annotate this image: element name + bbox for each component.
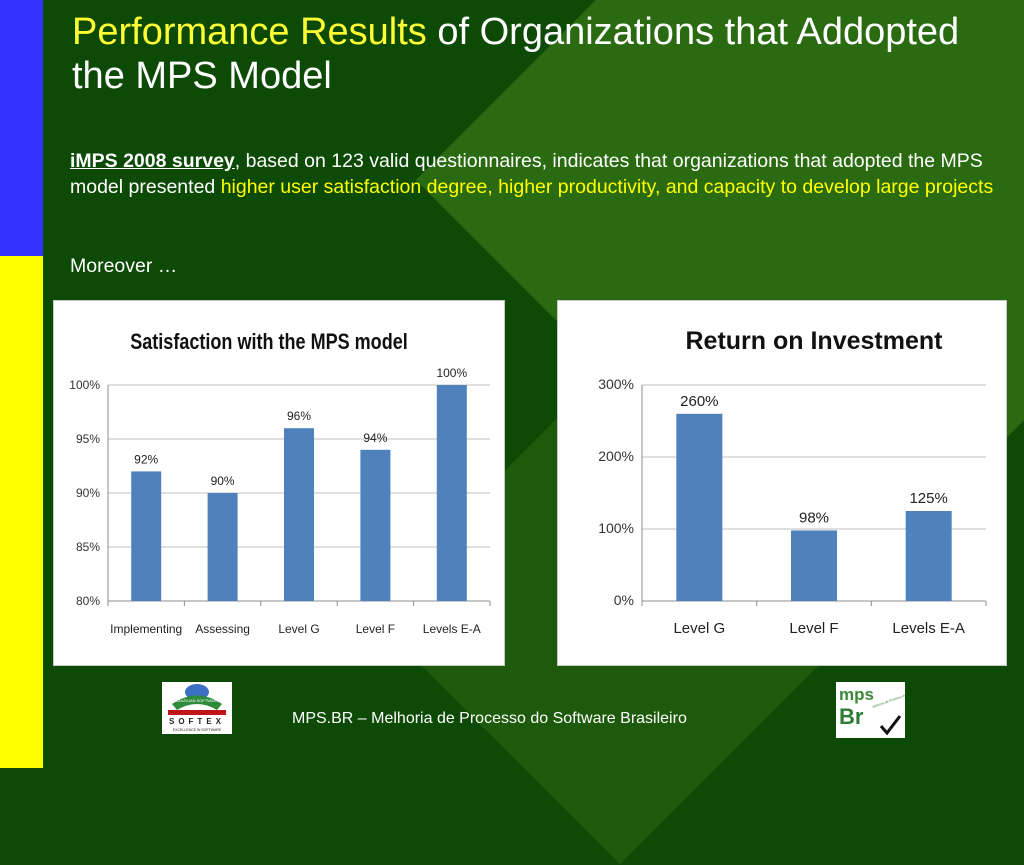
data-label: 94% [363,431,387,445]
y-tick-label: 85% [76,540,100,554]
mpsbr-top: mps [839,685,874,704]
y-tick-label: 300% [598,376,634,392]
intro-paragraph: iMPS 2008 survey, based on 123 valid que… [70,148,1020,200]
bar [436,385,467,601]
mpsbr-bottom: Br [839,704,864,729]
softex-logo: BRAZILIAN SOFTWARE SOFTEX EXCELLENCE IN … [162,682,232,734]
chart-title: Return on Investment [686,327,944,355]
y-tick-label: 90% [76,486,100,500]
chart-title: Satisfaction with the MPS model [130,330,408,354]
softex-logo-graphic: BRAZILIAN SOFTWARE SOFTEX EXCELLENCE IN … [168,684,226,732]
bar [207,493,238,601]
y-tick-label: 100% [598,520,634,536]
x-tick-label: Levels E-A [892,620,965,637]
y-tick-label: 100% [69,378,100,392]
intro-highlight: higher user satisfaction degree, higher … [220,176,661,198]
data-label: 100% [436,366,467,380]
softex-sub: EXCELLENCE IN SOFTWARE [173,728,222,732]
softex-name: SOFTEX [169,717,225,726]
mpsbr-small: Melhoria de Processo do Software Brasile… [872,684,905,709]
intro-text-2: and capacity to develop large projects [660,176,994,198]
bar [676,413,723,601]
bar [284,428,314,601]
side-bar-blue [0,0,43,256]
y-tick-label: 200% [598,448,634,464]
title-rest: of Organizations that Addopted the MPS M… [72,11,960,97]
intro-text-1: , based on 123 valid questionnaires, ind… [70,150,983,198]
mpsbr-logo: mps Br Melhoria de Processo do Software … [836,682,933,738]
data-label: 90% [211,474,235,488]
bar [905,511,952,601]
x-tick-label: Level G [673,620,725,637]
footer-text: MPS.BR – Melhoria de Processo do Softwar… [292,710,687,727]
satisfaction-chart: Satisfaction with the MPS model 80% 85% 90%… [53,300,505,666]
roi-chart: Return on Investment 0% 100% 200% 300% 260% Le… [557,300,1007,666]
x-tick-label: Implementing [110,622,182,636]
title-highlight: Performance Results [72,11,427,53]
x-tick-label: Levels E-A [423,622,481,636]
y-tick-label: 80% [76,594,100,608]
x-tick-label: Level G [278,622,319,636]
check-icon [879,715,902,736]
data-label: 260% [680,393,718,410]
survey-link[interactable]: iMPS 2008 survey [70,150,235,172]
y-tick-label: 0% [614,592,634,608]
slide-title: Performance Results of Organizations tha… [72,10,1002,98]
mpsbr-logo-graphic: mps Br Melhoria de Processo do Software … [839,684,933,736]
bar [791,530,837,601]
bar [360,449,391,601]
side-bar-yellow [0,256,43,768]
data-label: 96% [287,409,311,423]
y-tick-label: 95% [76,432,100,446]
x-tick-label: Level F [356,622,395,636]
moreover-text: Moreover … [70,255,178,277]
satisfaction-chart-svg: Satisfaction with the MPS model 80% 85% 90%… [69,330,491,636]
x-tick-label: Assessing [195,622,250,636]
data-label: 98% [799,509,829,526]
x-tick-label: Level F [789,620,838,637]
softex-top-text: BRAZILIAN SOFTWARE [175,698,220,703]
data-label: 125% [909,490,947,507]
roi-chart-svg: Return on Investment 0% 100% 200% 300% 260% Le… [598,327,987,637]
bar [131,471,162,601]
data-label: 92% [134,452,158,466]
